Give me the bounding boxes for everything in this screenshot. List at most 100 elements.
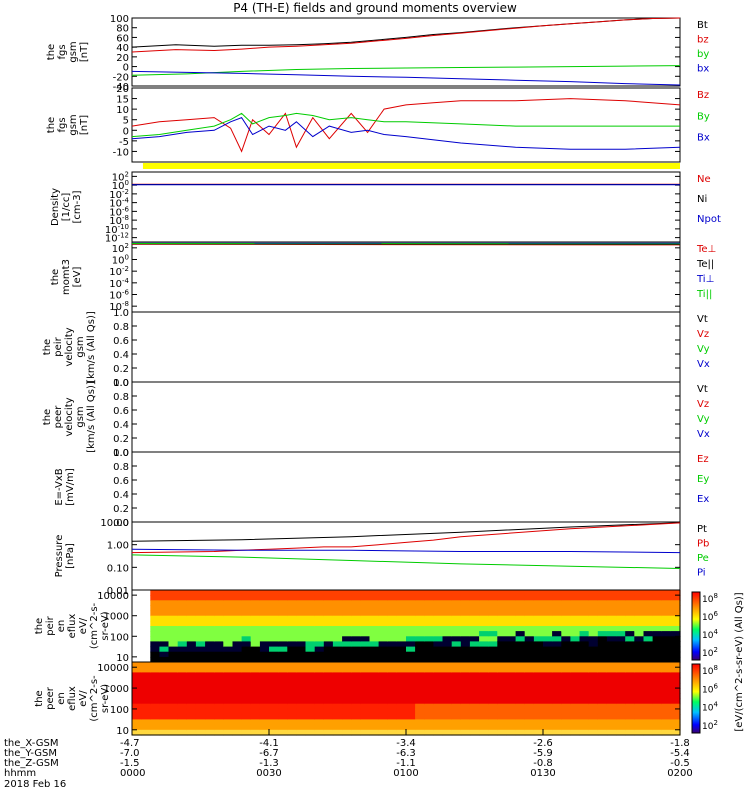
- spectrogram-cell: [241, 615, 252, 622]
- spectrogram-cell: [141, 729, 151, 736]
- spectrogram-cell: [223, 724, 233, 731]
- spectrogram-cell: [588, 703, 599, 710]
- spectrogram-cell: [506, 688, 517, 694]
- spectrogram-cell: [533, 646, 544, 653]
- spectrogram-cell: [588, 672, 599, 679]
- spectrogram-cell: [314, 729, 325, 736]
- spectrogram-cell: [479, 688, 489, 694]
- spectrogram-cell: [177, 688, 188, 694]
- spectrogram-cell: [524, 662, 535, 668]
- spectrogram-cell: [305, 610, 316, 617]
- spectrogram-cell: [625, 724, 635, 731]
- spectrogram-cell: [205, 682, 215, 689]
- spectrogram-cell: [323, 729, 334, 736]
- spectrogram-cell: [415, 714, 425, 720]
- spectrogram-cell: [488, 615, 498, 622]
- colorbar-tick-label: 108: [702, 592, 718, 605]
- spectrogram-cell: [342, 688, 352, 694]
- spectrogram-cell: [150, 693, 160, 700]
- spectrogram-cell: [643, 610, 654, 617]
- spectrogram-cell: [670, 651, 681, 658]
- spectrogram-cell: [652, 641, 663, 648]
- spectrogram-cell: [369, 667, 380, 673]
- y-tick-label: 10-2: [109, 265, 129, 278]
- spectrogram-cell: [451, 595, 462, 601]
- spectrogram-cell: [168, 719, 179, 726]
- spectrogram-cell: [406, 590, 416, 596]
- spectrogram-cell: [168, 682, 179, 689]
- spectrogram-cell: [351, 693, 361, 700]
- spectrogram-cell: [332, 615, 343, 622]
- spectrogram-cell: [469, 708, 480, 715]
- spectrogram-cell: [606, 610, 617, 617]
- spectrogram-cell: [250, 656, 261, 663]
- spectrogram-cell: [241, 646, 252, 653]
- y-tick-label: 0.0: [113, 448, 129, 459]
- spectrogram-cell: [515, 714, 526, 720]
- spectrogram-cell: [232, 605, 243, 612]
- y-axis-label: eflux: [67, 614, 78, 639]
- spectrogram-cell: [378, 662, 389, 668]
- spectrogram-cell: [597, 610, 608, 617]
- spectrogram-cell: [232, 610, 243, 617]
- spectrogram-cell: [497, 651, 507, 658]
- spectrogram-cell: [296, 703, 307, 710]
- spectrogram-cell: [469, 719, 480, 726]
- spectrogram-cell: [616, 714, 626, 720]
- spectrogram-cell: [305, 719, 316, 726]
- spectrogram-cell: [442, 631, 453, 637]
- spectrogram-cell: [616, 615, 626, 622]
- spectrogram-cell: [186, 698, 197, 705]
- spectrogram-cell: [524, 698, 535, 705]
- spectrogram-cell: [506, 703, 517, 710]
- spectrogram-cell: [159, 610, 170, 617]
- spectrogram-cell: [424, 646, 434, 653]
- spectrogram-cell: [661, 631, 672, 637]
- spectrogram-cell: [232, 656, 243, 663]
- spectrogram-cell: [497, 646, 507, 653]
- spectrogram-cell: [305, 667, 316, 673]
- spectrogram-cell: [214, 724, 224, 731]
- spectrogram-cell: [360, 605, 370, 612]
- y-axis-label: peir: [53, 336, 64, 356]
- spectrogram-cell: [177, 626, 188, 632]
- spectrogram-cell: [451, 626, 462, 632]
- spectrogram-cell: [643, 667, 654, 673]
- spectrogram-cell: [597, 688, 608, 694]
- spectrogram-cell: [387, 615, 398, 622]
- spectrogram-cell: [533, 636, 544, 642]
- spectrogram-cell: [479, 693, 489, 700]
- spectrogram-cell: [488, 729, 498, 736]
- spectrogram-cell: [287, 590, 297, 596]
- spectrogram-cell: [497, 615, 507, 622]
- spectrogram-cell: [168, 698, 179, 705]
- spectrogram-cell: [132, 693, 142, 700]
- spectrogram-cell: [588, 682, 599, 689]
- spectrogram-cell: [342, 703, 352, 710]
- spectrogram-cell: [424, 590, 434, 596]
- spectrogram-cell: [588, 656, 599, 663]
- spectrogram-cell: [460, 714, 471, 720]
- spectrogram-cell: [323, 682, 334, 689]
- spectrogram-cell: [232, 698, 243, 705]
- spectrogram-cell: [652, 610, 663, 617]
- spectrogram-cell: [561, 656, 571, 663]
- spectrogram-cell: [570, 636, 581, 642]
- spectrogram-cell: [616, 595, 626, 601]
- spectrogram-cell: [460, 615, 471, 622]
- spectrogram-cell: [570, 620, 581, 627]
- spectrogram-cell: [460, 682, 471, 689]
- spectrogram-cell: [488, 610, 498, 617]
- spectrogram-cell: [186, 656, 197, 663]
- spectrogram-cell: [543, 651, 553, 658]
- spectrogram-cell: [515, 677, 526, 684]
- spectrogram-cell: [479, 724, 489, 731]
- spectrogram-cell: [387, 724, 398, 731]
- spectrogram-cell: [342, 610, 352, 617]
- spectrogram-cell: [195, 662, 206, 668]
- spectrogram-cell: [552, 646, 562, 653]
- spectrogram-cell: [159, 631, 170, 637]
- spectrogram-cell: [524, 595, 535, 601]
- spectrogram-cell: [597, 714, 608, 720]
- spectrogram-cell: [570, 698, 581, 705]
